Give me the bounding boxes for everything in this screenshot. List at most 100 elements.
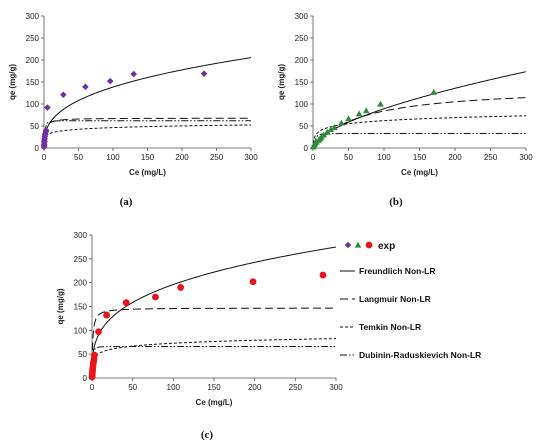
y-tick-label: 50 bbox=[78, 350, 87, 359]
data-point bbox=[338, 119, 345, 126]
model-curve-long-dash bbox=[43, 117, 251, 148]
y-tick-label: 150 bbox=[26, 78, 40, 87]
model-curve-short-dash bbox=[43, 124, 252, 147]
legend-entry-label: Temkin Non-LR bbox=[359, 322, 421, 332]
x-tick-label: 300 bbox=[329, 383, 343, 392]
legend: exp Freundlich Non-LR Langmuir Non-LR Temki… bbox=[340, 241, 481, 360]
x-tick-label: 0 bbox=[311, 153, 316, 162]
data-point bbox=[319, 271, 327, 279]
model-curve-short-dash bbox=[91, 338, 337, 376]
data-point bbox=[345, 115, 352, 122]
x-tick-label: 150 bbox=[413, 153, 427, 162]
y-tick-label: 50 bbox=[30, 122, 39, 131]
chart-panel-3: 0 50 100 150 200 250 300 0 50 100 150 200 250 300 Ce (… bbox=[56, 231, 343, 407]
y-tick-label: 300 bbox=[26, 12, 40, 21]
data-point bbox=[344, 241, 352, 249]
x-tick-label: 250 bbox=[289, 383, 303, 392]
panel-label: (a) bbox=[120, 196, 133, 208]
x-tick-label: 200 bbox=[448, 153, 462, 162]
y-axis-label: qe (mg/g) bbox=[277, 64, 286, 100]
x-tick-label: 100 bbox=[377, 153, 391, 162]
data-point bbox=[200, 70, 208, 77]
x-tick-label: 0 bbox=[90, 383, 95, 392]
legend-entry-label: Dubinin-Raduskievich Non-LR bbox=[359, 350, 481, 360]
y-tick-label: 150 bbox=[74, 303, 88, 312]
x-tick-label: 50 bbox=[344, 153, 353, 162]
x-axis-label: Ce (mg/L) bbox=[401, 168, 438, 177]
panel-label: (c) bbox=[201, 429, 214, 441]
x-tick-label: 300 bbox=[244, 153, 258, 162]
data-point bbox=[103, 311, 111, 319]
x-tick-label: 250 bbox=[484, 153, 498, 162]
chart-panel-1: 0 50 100 150 200 250 300 0 50 100 150 200 250 300 Ce (… bbox=[8, 12, 258, 177]
y-axis-label: qe (mg/g) bbox=[56, 288, 65, 324]
model-curve-long-dash bbox=[91, 307, 336, 375]
data-point bbox=[331, 124, 338, 130]
y-tick-label: 100 bbox=[26, 100, 40, 109]
y-tick-label: 250 bbox=[26, 34, 40, 43]
data-point bbox=[323, 128, 331, 135]
y-tick-label: 0 bbox=[304, 144, 309, 153]
y-tick-label: 300 bbox=[74, 231, 88, 240]
model-curve-dash-dot-dot bbox=[313, 132, 526, 149]
data-point bbox=[362, 107, 370, 114]
y-tick-label: 100 bbox=[74, 326, 88, 335]
y-tick-label: 250 bbox=[74, 255, 88, 264]
x-tick-label: 150 bbox=[207, 383, 221, 392]
data-point bbox=[177, 284, 185, 291]
legend-entry-label: Langmuir Non-LR bbox=[359, 294, 431, 304]
data-point bbox=[354, 241, 362, 248]
data-point bbox=[430, 88, 437, 95]
data-point bbox=[130, 70, 137, 78]
y-tick-label: 200 bbox=[26, 56, 40, 65]
x-axis-label: Ce (mg/L) bbox=[196, 398, 233, 407]
data-point bbox=[320, 131, 327, 138]
y-tick-label: 100 bbox=[295, 100, 309, 109]
y-axis-label: qe (mg/g) bbox=[8, 64, 17, 100]
x-tick-label: 150 bbox=[141, 153, 155, 162]
model-curve-solid bbox=[91, 246, 337, 370]
data-point bbox=[249, 278, 257, 286]
x-tick-label: 250 bbox=[210, 153, 224, 162]
legend-entry-label: Freundlich Non-LR bbox=[359, 266, 436, 276]
chart-panel-2: 0 50 100 150 200 250 300 0 50 100 150 200 250 300 Ce (… bbox=[277, 12, 533, 177]
x-tick-label: 300 bbox=[519, 153, 533, 162]
data-point bbox=[44, 104, 51, 111]
data-point bbox=[42, 127, 50, 134]
panel-label: (b) bbox=[389, 196, 403, 208]
y-tick-label: 0 bbox=[83, 374, 88, 383]
data-point bbox=[355, 110, 363, 117]
data-point bbox=[377, 100, 384, 107]
model-curve-dash-dot-dot bbox=[43, 120, 251, 149]
y-tick-label: 200 bbox=[295, 56, 309, 65]
y-tick-label: 0 bbox=[35, 144, 40, 153]
x-tick-label: 100 bbox=[167, 383, 181, 392]
data-point bbox=[152, 293, 159, 301]
data-point bbox=[327, 126, 335, 133]
data-point bbox=[91, 351, 98, 359]
x-tick-label: 200 bbox=[175, 153, 189, 162]
x-tick-label: 200 bbox=[248, 383, 262, 392]
x-tick-label: 100 bbox=[106, 153, 120, 162]
model-curve-long-dash bbox=[312, 97, 527, 149]
model-curve-short-dash bbox=[312, 115, 527, 149]
legend-exp-label: exp bbox=[378, 241, 395, 252]
model-curve-solid bbox=[312, 71, 527, 149]
data-point bbox=[60, 91, 67, 99]
data-point bbox=[82, 83, 89, 91]
data-point bbox=[106, 77, 114, 85]
y-tick-label: 300 bbox=[295, 12, 309, 21]
y-tick-label: 200 bbox=[74, 279, 88, 288]
y-tick-label: 50 bbox=[299, 122, 308, 131]
data-point bbox=[122, 299, 130, 307]
y-tick-label: 250 bbox=[295, 34, 309, 43]
x-tick-label: 50 bbox=[128, 383, 137, 392]
model-curve-solid bbox=[43, 57, 252, 145]
x-axis-label: Ce (mg/L) bbox=[129, 168, 166, 177]
data-point bbox=[95, 328, 102, 336]
data-point bbox=[365, 241, 373, 249]
x-tick-label: 0 bbox=[42, 153, 47, 162]
model-curve-dash-dot-dot bbox=[91, 346, 336, 379]
x-tick-label: 50 bbox=[74, 153, 83, 162]
